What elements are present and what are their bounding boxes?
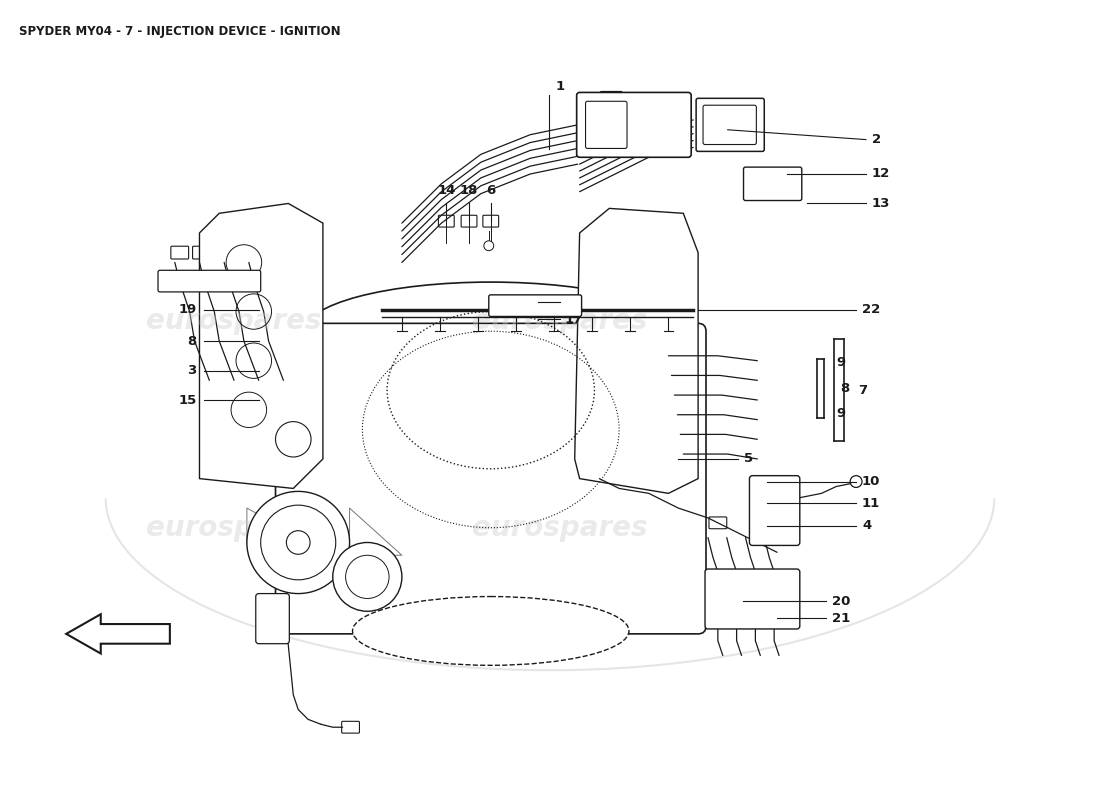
FancyBboxPatch shape [744, 167, 802, 201]
Text: 2: 2 [872, 133, 881, 146]
FancyBboxPatch shape [256, 594, 289, 644]
FancyBboxPatch shape [342, 722, 360, 733]
Text: 15: 15 [178, 394, 197, 406]
FancyBboxPatch shape [170, 246, 188, 259]
Text: 8: 8 [840, 382, 849, 394]
Text: 3: 3 [187, 364, 197, 377]
Circle shape [275, 422, 311, 457]
Ellipse shape [352, 597, 629, 666]
FancyBboxPatch shape [461, 215, 477, 227]
FancyBboxPatch shape [192, 246, 210, 259]
FancyBboxPatch shape [749, 476, 800, 546]
FancyBboxPatch shape [601, 91, 623, 102]
Text: 9: 9 [836, 407, 846, 420]
Text: 16: 16 [564, 295, 583, 308]
Text: 20: 20 [833, 595, 850, 608]
FancyBboxPatch shape [640, 487, 658, 499]
Text: 21: 21 [833, 612, 850, 625]
Text: 4: 4 [862, 519, 871, 532]
FancyBboxPatch shape [760, 496, 790, 508]
FancyBboxPatch shape [696, 98, 764, 151]
FancyBboxPatch shape [615, 350, 632, 362]
Circle shape [246, 491, 350, 594]
FancyBboxPatch shape [760, 524, 790, 536]
FancyBboxPatch shape [748, 585, 763, 608]
FancyBboxPatch shape [660, 414, 678, 426]
Polygon shape [199, 203, 323, 489]
Polygon shape [574, 208, 698, 494]
Text: 22: 22 [862, 303, 880, 316]
Circle shape [850, 476, 862, 487]
Circle shape [484, 241, 494, 250]
FancyBboxPatch shape [710, 517, 727, 529]
Text: 11: 11 [862, 497, 880, 510]
Text: 1: 1 [556, 81, 565, 94]
Text: SPYDER MY04 - 7 - INJECTION DEVICE - IGNITION: SPYDER MY04 - 7 - INJECTION DEVICE - IGN… [19, 25, 340, 38]
FancyBboxPatch shape [635, 359, 652, 372]
FancyBboxPatch shape [767, 585, 782, 608]
FancyBboxPatch shape [760, 510, 790, 522]
FancyBboxPatch shape [674, 453, 692, 466]
Text: eurospares: eurospares [146, 514, 322, 542]
FancyBboxPatch shape [256, 354, 272, 366]
FancyBboxPatch shape [251, 335, 266, 347]
FancyBboxPatch shape [236, 315, 252, 327]
Text: 17: 17 [564, 313, 583, 326]
Text: 8: 8 [187, 334, 197, 347]
Text: 6: 6 [486, 183, 495, 197]
Text: 5: 5 [744, 453, 752, 466]
Text: 19: 19 [178, 303, 197, 316]
FancyBboxPatch shape [654, 389, 672, 402]
FancyBboxPatch shape [670, 433, 688, 446]
Text: eurospares: eurospares [472, 307, 648, 335]
Text: 18: 18 [460, 183, 478, 197]
Text: eurospares: eurospares [146, 307, 322, 335]
FancyBboxPatch shape [214, 246, 232, 259]
FancyBboxPatch shape [221, 296, 236, 308]
FancyBboxPatch shape [488, 295, 582, 317]
FancyBboxPatch shape [439, 215, 454, 227]
Polygon shape [66, 614, 169, 654]
FancyBboxPatch shape [257, 246, 275, 259]
Circle shape [333, 542, 402, 611]
FancyBboxPatch shape [236, 246, 254, 259]
Text: 13: 13 [872, 197, 890, 210]
Text: 10: 10 [862, 475, 880, 488]
FancyBboxPatch shape [650, 372, 668, 385]
Text: 9: 9 [836, 356, 846, 369]
FancyBboxPatch shape [483, 215, 498, 227]
FancyBboxPatch shape [728, 585, 745, 608]
FancyBboxPatch shape [275, 323, 706, 634]
Text: 14: 14 [437, 183, 455, 197]
FancyBboxPatch shape [710, 585, 726, 608]
FancyBboxPatch shape [705, 569, 800, 629]
Text: 12: 12 [872, 167, 890, 181]
FancyBboxPatch shape [760, 482, 790, 494]
FancyBboxPatch shape [576, 93, 691, 158]
FancyBboxPatch shape [158, 270, 261, 292]
Text: eurospares: eurospares [472, 514, 648, 542]
Text: 7: 7 [858, 384, 867, 397]
